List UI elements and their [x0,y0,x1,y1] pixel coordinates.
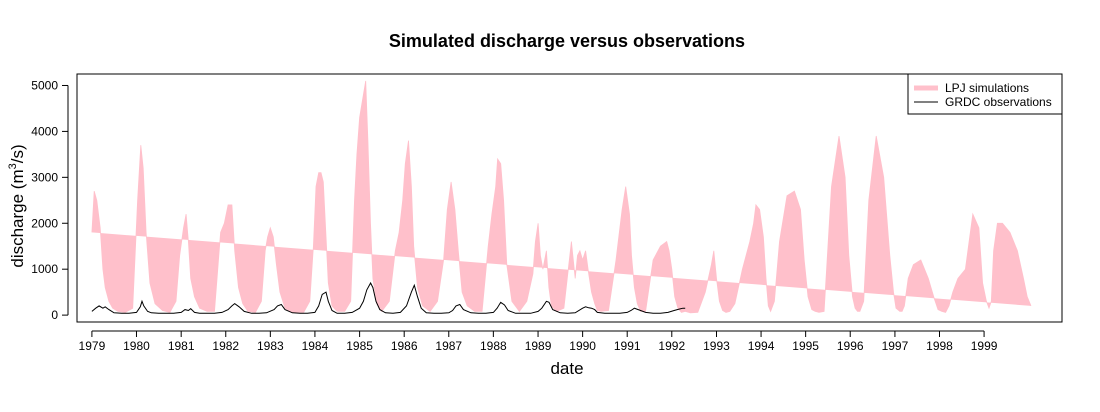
plot-frame [76,73,1063,323]
x-tick-label: 1995 [792,339,819,353]
y-tick-label: 5000 [31,78,58,92]
x-tick-label: 1979 [79,339,106,353]
legend-label-lpj: LPJ simulations [945,81,1029,95]
x-tick-label: 1983 [257,339,284,353]
x-tick-label: 1989 [525,339,552,353]
y-tick-label: 4000 [31,124,58,138]
y-tick-label: 1000 [31,262,58,276]
x-tick-label: 1996 [837,339,864,353]
x-tick-label: 1984 [302,339,329,353]
chart-title: Simulated discharge versus observations [389,31,745,51]
x-tick-label: 1980 [123,339,150,353]
y-axis-label-tail: /s) [8,144,27,163]
x-tick-label: 1992 [658,339,685,353]
x-tick-label: 1999 [971,339,998,353]
y-axis: 0 1000 2000 3000 4000 5000 [31,78,69,322]
x-tick-label: 1994 [748,339,775,353]
x-tick-label: 1997 [882,339,909,353]
x-tick-label: 1998 [926,339,953,353]
y-tick-label: 2000 [31,216,58,230]
plot-area [91,80,1032,314]
x-tick-label: 1987 [435,339,462,353]
legend-box [907,73,1063,115]
y-axis-label: discharge (m3/s) [7,144,27,267]
sim-layer [91,80,1032,314]
y-tick-label: 0 [51,308,58,322]
x-tick-label: 1991 [614,339,641,353]
x-tick-label: 1990 [569,339,596,353]
y-tick-label: 3000 [31,170,58,184]
x-tick-label: 1988 [480,339,507,353]
series-grdc-observations [91,281,686,314]
x-axis-label: date [550,359,583,378]
obs-layer [91,281,686,314]
y-axis-label-sup: 3 [7,163,19,169]
legend-label-grdc: GRDC observations [945,95,1052,109]
x-tick-label: 1985 [346,339,373,353]
x-tick-label: 1982 [212,339,239,353]
x-tick-label: 1993 [703,339,730,353]
x-axis: 1979 1980 1981 1982 1983 1984 1985 1986 1987 1988… [79,330,998,353]
x-tick-label: 1981 [168,339,195,353]
y-axis-label-base: discharge (m [8,169,27,267]
legend: LPJ simulations GRDC observations [907,73,1063,115]
series-lpj-simulations [91,80,1032,314]
x-tick-label: 1986 [391,339,418,353]
